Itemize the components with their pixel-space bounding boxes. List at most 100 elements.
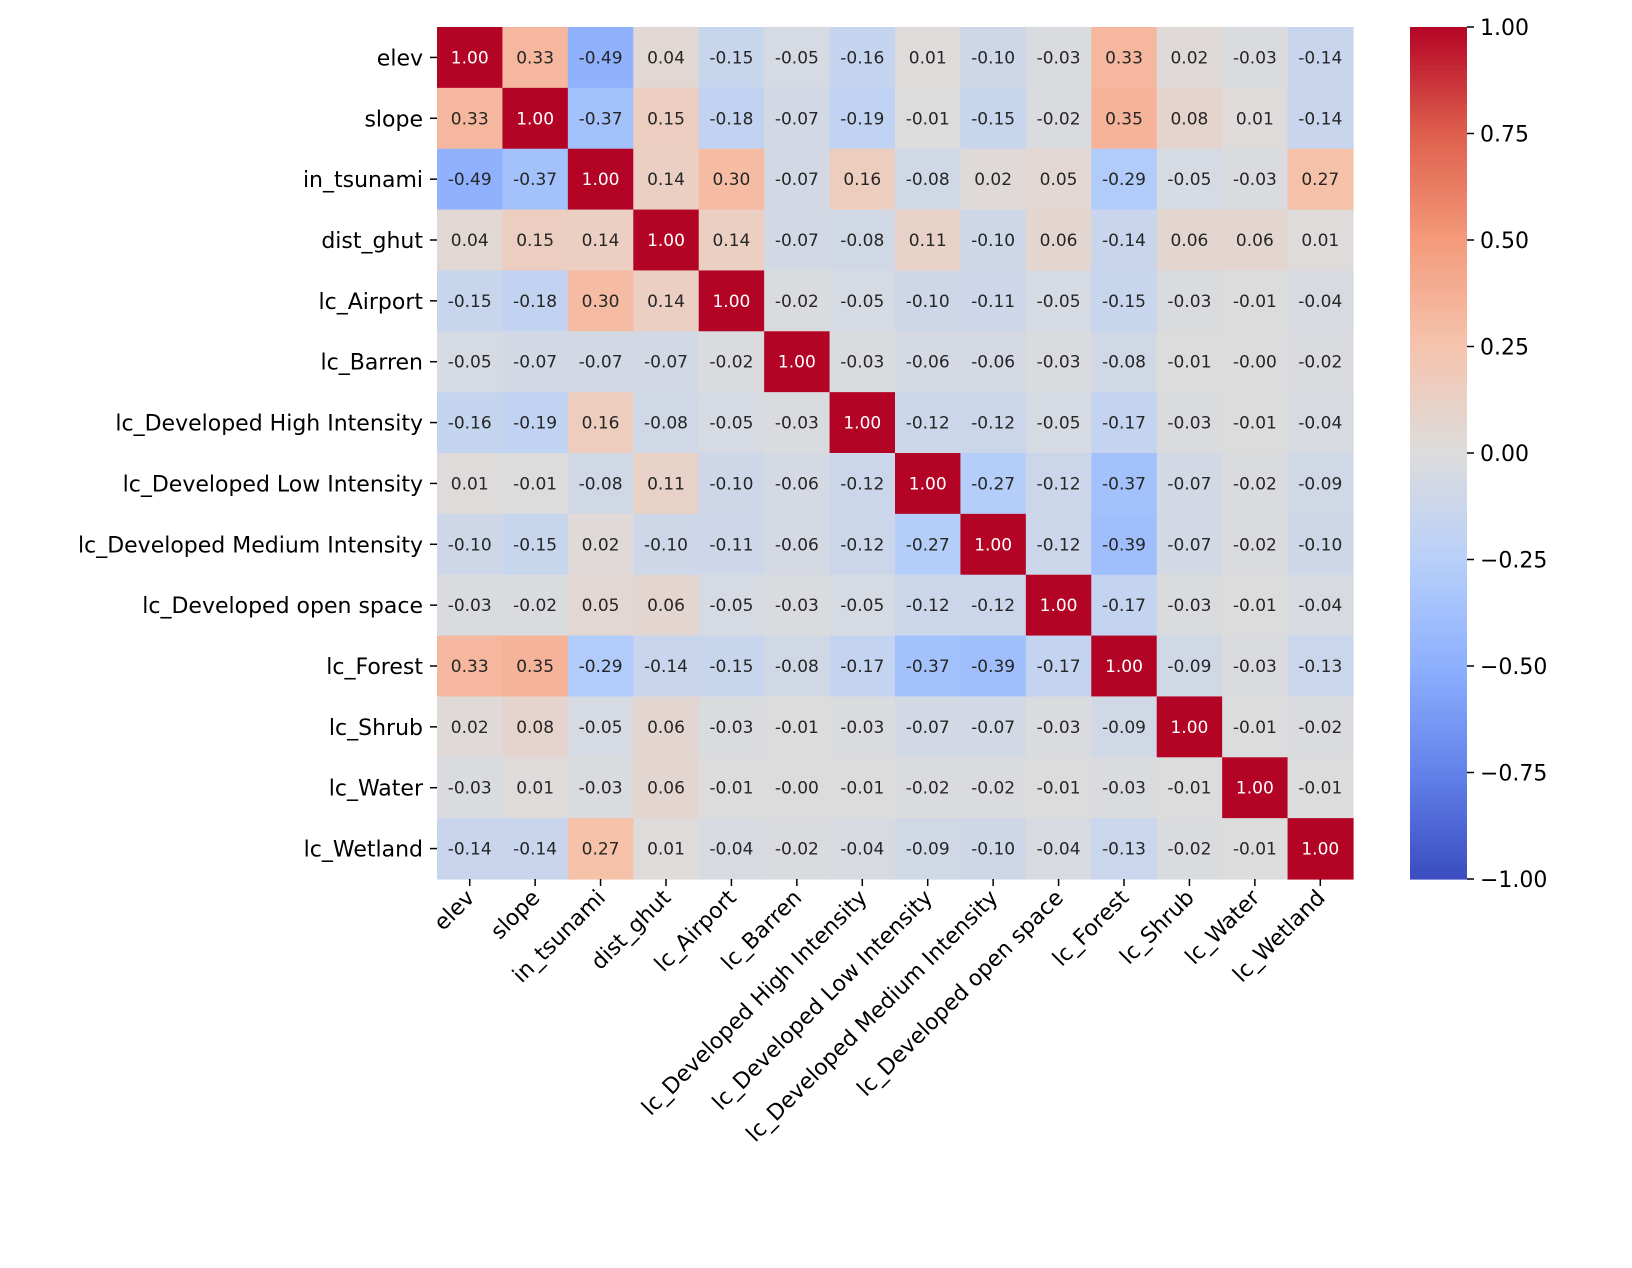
colorbar-segment <box>1410 504 1467 509</box>
cell-value: -0.11 <box>971 292 1015 312</box>
heatmap-cell <box>1287 27 1354 89</box>
colorbar-segment <box>1410 52 1467 58</box>
heatmap-cell <box>1156 148 1223 211</box>
colorbar-segment <box>1410 397 1467 403</box>
y-tick-label: slope <box>364 107 423 132</box>
cell-value: 0.06 <box>647 779 685 799</box>
heatmap-cell <box>698 574 765 637</box>
heatmap-cell <box>1222 148 1289 211</box>
cell-value: -0.04 <box>1298 414 1342 434</box>
colorbar-segment <box>1410 329 1467 335</box>
y-tick-label: dist_ghut <box>321 229 423 254</box>
heatmap-cell <box>764 574 831 637</box>
cell-value: -0.15 <box>448 292 492 312</box>
cell-value: 1.00 <box>647 231 685 251</box>
colorbar-segment <box>1410 184 1467 190</box>
cell-value: -0.02 <box>1298 718 1342 738</box>
colorbar-segment <box>1410 231 1467 237</box>
cell-value: -0.09 <box>1102 718 1146 738</box>
colorbar-segment <box>1410 708 1467 714</box>
cell-value: 1.00 <box>909 474 947 494</box>
colorbar-segment <box>1410 167 1467 173</box>
colorbar-segment <box>1410 274 1467 279</box>
cell-value: 0.14 <box>647 170 685 190</box>
heatmap-cell <box>1025 270 1092 332</box>
heatmap-cell <box>437 87 504 150</box>
heatmap-cell <box>502 331 569 393</box>
cell-value: 0.35 <box>516 657 554 677</box>
heatmap-cells <box>437 27 1354 880</box>
cell-value: 1.00 <box>974 535 1012 555</box>
heatmap-cell <box>567 27 634 89</box>
heatmap-cell <box>764 392 831 454</box>
heatmap-cell <box>960 27 1027 89</box>
colorbar-segment <box>1410 188 1467 194</box>
colorbar-segment <box>1410 90 1467 96</box>
cell-value: 0.06 <box>1236 231 1274 251</box>
colorbar-segment <box>1410 844 1467 850</box>
cell-value: -0.03 <box>1037 353 1081 373</box>
cell-value: -0.16 <box>840 48 884 68</box>
cell-value: 0.01 <box>516 779 554 799</box>
y-tick-label: lc_Forest <box>326 655 423 680</box>
heatmap-cell <box>1091 757 1158 819</box>
heatmap-cell <box>1287 148 1354 211</box>
cell-value: -0.39 <box>1102 535 1146 555</box>
heatmap-cell <box>829 27 896 89</box>
colorbar-tick-label: −1.00 <box>1480 868 1547 893</box>
heatmap-cell <box>1222 574 1289 637</box>
heatmap-cell <box>502 148 569 211</box>
cell-value: 1.00 <box>1040 596 1078 616</box>
heatmap-cell <box>1287 818 1354 880</box>
cell-value: -0.04 <box>1298 292 1342 312</box>
heatmap-cell <box>960 757 1027 819</box>
heatmap-cell <box>437 148 504 211</box>
heatmap-cell <box>502 696 569 758</box>
cell-value: -0.14 <box>1298 109 1342 129</box>
heatmap-cell <box>1287 757 1354 819</box>
heatmap-cell <box>1091 270 1158 332</box>
heatmap-cell <box>764 635 831 698</box>
colorbar-segment <box>1410 337 1467 343</box>
colorbar: 1.00 0.75 0.50 0.25 0.00 −0.25 −0.50 −0.75 −1.00 <box>1410 16 1547 893</box>
colorbar-segment <box>1410 107 1467 113</box>
cell-value: -0.01 <box>1167 779 1211 799</box>
cell-value: -0.01 <box>906 109 950 129</box>
heatmap-cell <box>502 392 569 454</box>
colorbar-segment <box>1410 755 1467 761</box>
heatmap-cell <box>1287 453 1354 515</box>
cell-value: -0.02 <box>775 840 819 860</box>
heatmap-cell <box>437 818 504 880</box>
heatmap-cell <box>567 392 634 454</box>
heatmap-cell <box>895 392 962 454</box>
heatmap-cell <box>698 87 765 150</box>
cell-value: -0.01 <box>1167 353 1211 373</box>
colorbar-segment <box>1410 137 1467 143</box>
colorbar-segment <box>1410 815 1467 820</box>
colorbar-segment <box>1410 197 1467 203</box>
cell-value: -0.07 <box>971 718 1015 738</box>
colorbar-segment <box>1410 512 1467 518</box>
colorbar-segment <box>1410 516 1467 522</box>
cell-value: 0.27 <box>1301 170 1339 190</box>
cell-value: 0.08 <box>516 718 554 738</box>
cell-value: -0.10 <box>971 48 1015 68</box>
colorbar-segment <box>1410 746 1467 752</box>
heatmap-cell <box>502 453 569 515</box>
colorbar-segment <box>1410 691 1467 697</box>
colorbar-tick-label: −0.75 <box>1480 762 1547 787</box>
cell-value: -0.01 <box>1233 596 1277 616</box>
y-tick-label: elev <box>377 46 423 71</box>
cell-value: -0.07 <box>644 353 688 373</box>
cell-value: -0.49 <box>579 48 623 68</box>
y-tick-label: lc_Developed High Intensity <box>115 412 423 437</box>
heatmap-cell <box>567 87 634 150</box>
cell-value: -0.05 <box>840 292 884 312</box>
heatmap-cell <box>437 513 504 576</box>
y-tick-label: lc_Airport <box>318 290 423 315</box>
cell-value: -0.14 <box>1102 231 1146 251</box>
colorbar-segment <box>1410 205 1467 211</box>
cell-value: 0.14 <box>647 292 685 312</box>
cell-value: -0.08 <box>775 657 819 677</box>
cell-value: 0.01 <box>1301 231 1339 251</box>
